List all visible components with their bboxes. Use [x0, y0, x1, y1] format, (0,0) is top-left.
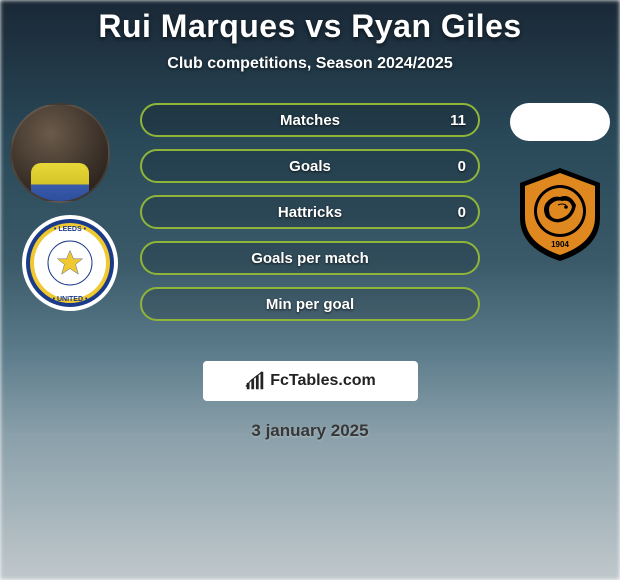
stat-right-value: 0: [458, 158, 466, 175]
club-right-badge: 1904: [510, 163, 610, 263]
date-text: 3 january 2025: [0, 421, 620, 441]
stat-row: Min per goal: [140, 287, 480, 321]
player-right-avatar: [510, 103, 610, 141]
watermark-text: FcTables.com: [270, 372, 376, 390]
svg-text:• LEEDS •: • LEEDS •: [54, 226, 87, 233]
watermark: FcTables.com: [203, 361, 418, 401]
club-left-badge: • LEEDS • • UNITED •: [20, 213, 120, 313]
chart-icon: [244, 370, 266, 392]
stat-label: Matches: [280, 112, 340, 129]
svg-text:• UNITED •: • UNITED •: [53, 296, 88, 303]
stat-row: Matches 11: [140, 103, 480, 137]
svg-text:1904: 1904: [551, 240, 569, 249]
comparison-area: • LEEDS • • UNITED • 1904: [0, 103, 620, 333]
stat-label: Min per goal: [266, 296, 354, 313]
stat-right-value: 11: [450, 112, 466, 129]
stat-label: Hattricks: [278, 204, 342, 221]
page-title: Rui Marques vs Ryan Giles: [0, 8, 620, 45]
subtitle: Club competitions, Season 2024/2025: [0, 55, 620, 73]
stat-row: Hattricks 0: [140, 195, 480, 229]
stat-label: Goals per match: [251, 250, 369, 267]
player-left-avatar: [10, 103, 110, 203]
stat-right-value: 0: [458, 204, 466, 221]
stat-rows: Matches 11 Goals 0 Hattricks 0 Goals per…: [140, 103, 480, 321]
stat-row: Goals 0: [140, 149, 480, 183]
stat-row: Goals per match: [140, 241, 480, 275]
stat-label: Goals: [289, 158, 331, 175]
